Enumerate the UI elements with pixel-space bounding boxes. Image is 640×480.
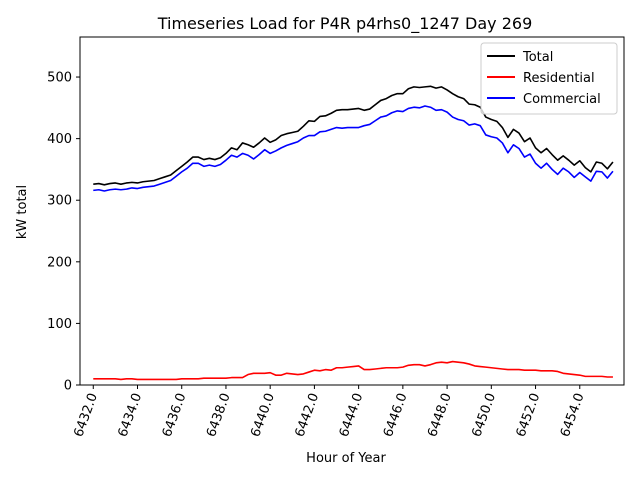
plot-area-frame <box>79 36 625 386</box>
series-line-total <box>93 85 614 186</box>
y-axis-label: kW total <box>15 185 30 239</box>
series-line-commercial <box>93 105 614 192</box>
legend-label-commercial: Commercial <box>523 92 601 107</box>
y-tick-label: 400 <box>47 132 72 147</box>
y-tick-label: 0 <box>64 379 72 394</box>
legend-box <box>480 42 618 115</box>
chart-title: Timeseries Load for P4R p4rhs0_1247 Day … <box>157 14 533 34</box>
y-tick-label: 500 <box>47 71 72 86</box>
y-tick-label: 200 <box>47 255 72 270</box>
x-axis-label: Hour of Year <box>306 451 386 466</box>
series-line-residential <box>93 360 613 381</box>
legend: Total Residential Commercial <box>480 42 618 115</box>
y-tick-label: 100 <box>47 317 72 332</box>
y-tick-label: 300 <box>47 194 72 209</box>
legend-label-total: Total <box>522 50 553 65</box>
legend-label-residential: Residential <box>523 71 595 86</box>
